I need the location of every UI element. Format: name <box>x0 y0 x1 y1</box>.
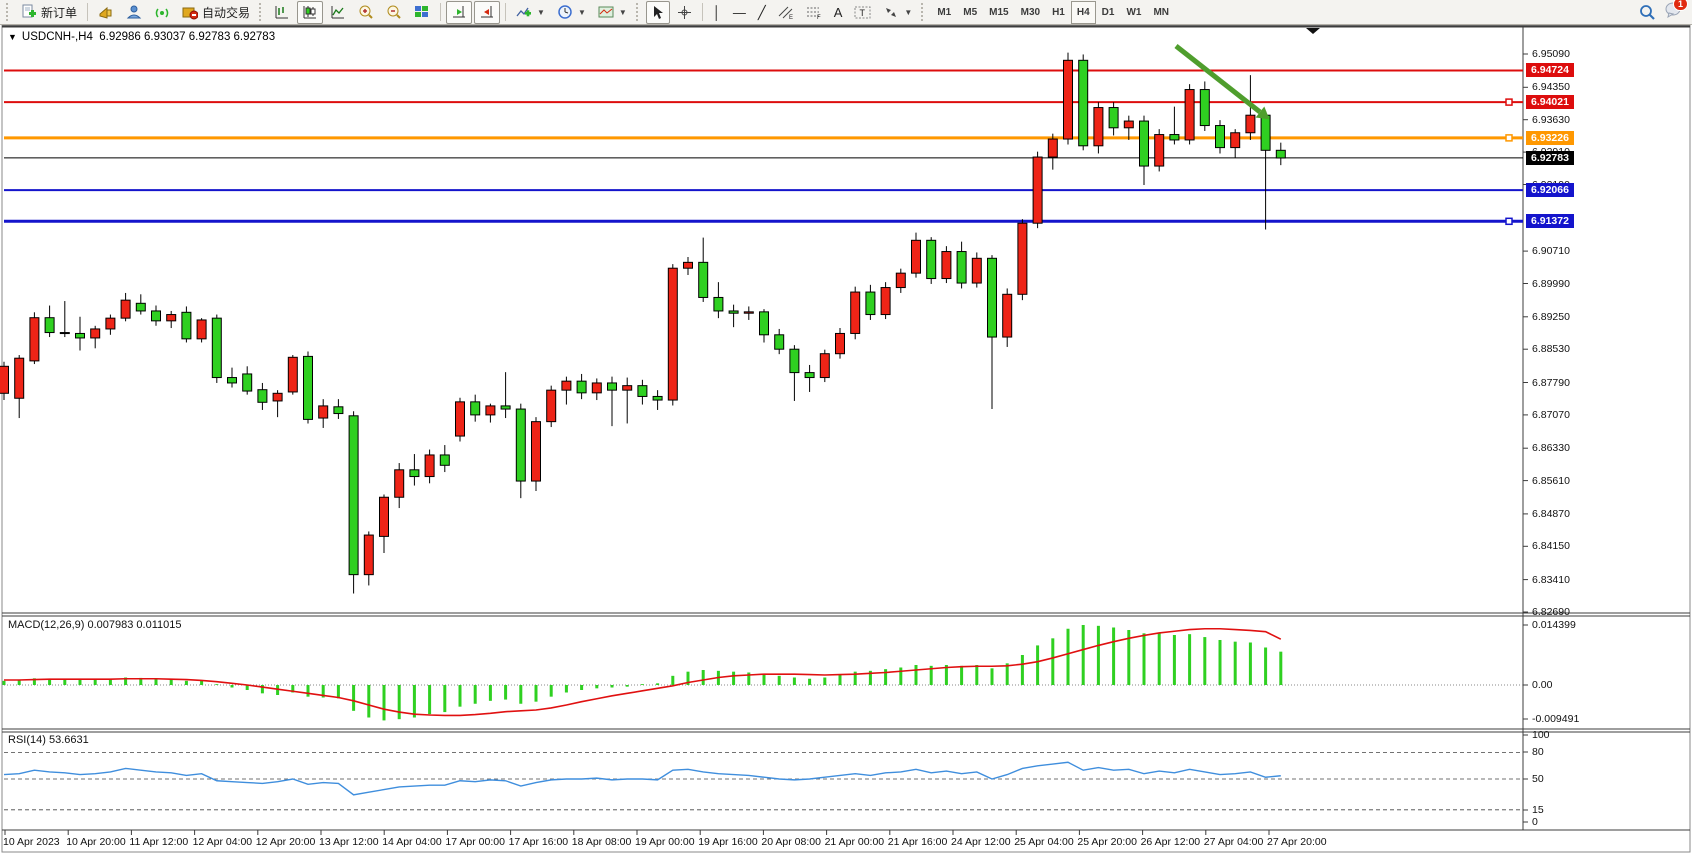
trend-arrow-annotation[interactable] <box>1174 44 1270 120</box>
chart-shift-icon <box>481 6 494 18</box>
notifications-button[interactable]: 1 <box>1664 0 1688 23</box>
rsi-line <box>3 761 1281 796</box>
periods-button[interactable]: ▼ <box>552 1 591 24</box>
candle-chart-button[interactable] <box>297 0 324 24</box>
text-button[interactable]: A <box>833 4 843 20</box>
macd-indicator-label: MACD(12,26,9) 0.007983 0.011015 <box>8 619 182 631</box>
timeframe-button-d1[interactable]: D1 <box>1101 6 1115 18</box>
signal-icon <box>155 8 169 18</box>
arrows-icon <box>886 7 897 17</box>
toolbar-grip[interactable] <box>259 3 265 21</box>
chart-shift-button[interactable] <box>474 0 501 24</box>
periods-clock-icon <box>558 5 572 19</box>
auto-scroll-icon <box>453 6 466 18</box>
new-order-button[interactable]: 新订单 <box>16 1 82 24</box>
toolbar-grip[interactable] <box>921 3 927 21</box>
macd-signal-line <box>4 627 1282 717</box>
tile-windows-button[interactable] <box>409 1 435 24</box>
label-button[interactable]: T <box>849 1 876 24</box>
zoom-in-icon <box>359 5 373 19</box>
templates-icon <box>598 6 614 18</box>
timeframe-bar: M1 M5 M15 M30 H1 H4 D1 W1 MN <box>931 0 1175 24</box>
candlestick-series <box>0 52 1286 594</box>
toolbar-separator <box>701 3 703 21</box>
fibonacci-button[interactable]: F <box>801 1 827 24</box>
timeframe-button-h4[interactable]: H4 <box>1070 0 1096 24</box>
signal-button[interactable] <box>149 1 175 24</box>
community-icon <box>126 5 142 19</box>
auto-scroll-button[interactable] <box>446 0 473 24</box>
svg-text:T: T <box>860 8 866 18</box>
horn-button[interactable] <box>93 1 119 24</box>
chart-dropdown-icon[interactable]: ▼ <box>8 32 17 42</box>
svg-text:F: F <box>817 15 821 20</box>
search-icon[interactable] <box>1639 4 1656 21</box>
line-chart-icon <box>331 6 345 19</box>
zoom-out-icon <box>387 5 401 19</box>
new-order-label: 新订单 <box>41 5 78 20</box>
bar-chart-icon <box>275 6 289 19</box>
timeframe-button-m1[interactable]: M1 <box>937 6 952 18</box>
candle-chart-icon <box>303 6 317 19</box>
line-handle[interactable] <box>1505 217 1513 226</box>
auto-trading-label: 自动交易 <box>202 5 251 20</box>
toolbar-separator <box>87 3 89 21</box>
zoom-in-button[interactable] <box>353 1 379 24</box>
chart-shift-marker[interactable] <box>1306 28 1320 34</box>
main-toolbar: 新订单 <box>0 0 1692 25</box>
trendline-button[interactable]: ╱ <box>757 4 766 20</box>
chevron-down-icon: ▼ <box>618 7 627 17</box>
new-order-icon <box>22 4 36 18</box>
horn-icon <box>99 6 112 19</box>
chevron-down-icon: ▼ <box>537 7 545 17</box>
timeframe-button-h1[interactable]: H1 <box>1052 6 1065 18</box>
toolbar-separator <box>505 3 507 21</box>
rsi-indicator-label: RSI(14) 53.6631 <box>8 734 89 746</box>
chart-title: ▼ USDCNH-,H4 6.92986 6.93037 6.92783 6.92… <box>8 31 275 43</box>
toolbar-separator <box>440 3 442 21</box>
auto-trading-icon <box>182 7 199 20</box>
notification-badge: 1 <box>1672 0 1688 11</box>
timeframe-button-mn[interactable]: MN <box>1153 6 1170 18</box>
timeframe-button-m5[interactable]: M5 <box>963 6 978 18</box>
community-button[interactable] <box>121 1 147 24</box>
timeframe-button-m30[interactable]: M30 <box>1020 6 1041 18</box>
horizontal-line-button[interactable]: — <box>732 4 746 20</box>
chart-ohlc-values: 6.92986 6.93037 6.92783 6.92783 <box>99 31 276 43</box>
tile-windows-icon <box>415 6 429 17</box>
arrows-button[interactable]: ▼ <box>878 1 917 24</box>
cursor-icon <box>653 5 663 19</box>
zoom-out-button[interactable] <box>381 1 407 24</box>
chevron-down-icon: ▼ <box>904 7 913 17</box>
crosshair-icon <box>677 5 691 19</box>
auto-trading-button[interactable]: 自动交易 <box>177 1 255 24</box>
toolbar-grip[interactable] <box>635 3 642 21</box>
chevron-down-icon: ▼ <box>577 7 586 17</box>
channel-button[interactable]: E <box>773 1 799 24</box>
crosshair-button[interactable] <box>672 1 697 24</box>
channel-icon: E <box>778 6 793 20</box>
indicators-icon <box>516 7 532 17</box>
toolbar-grip[interactable] <box>6 3 12 21</box>
svg-text:E: E <box>789 15 793 20</box>
line-chart-button[interactable] <box>325 1 351 24</box>
vertical-line-button[interactable]: │ <box>712 4 721 20</box>
macd-histogram <box>2 624 1283 721</box>
indicators-button[interactable]: ▼ <box>511 1 550 24</box>
line-handle[interactable] <box>1505 134 1513 142</box>
fibonacci-icon: F <box>806 7 821 20</box>
bar-chart-button[interactable] <box>269 1 295 24</box>
line-handle[interactable] <box>1505 98 1513 106</box>
chart-symbol-period: USDCNH-,H4 <box>21 31 93 43</box>
timeframe-button-w1[interactable]: W1 <box>1126 6 1142 18</box>
templates-button[interactable]: ▼ <box>593 1 632 24</box>
cursor-button[interactable] <box>645 0 670 24</box>
label-icon: T <box>854 6 871 18</box>
timeframe-button-m15[interactable]: M15 <box>989 6 1009 18</box>
